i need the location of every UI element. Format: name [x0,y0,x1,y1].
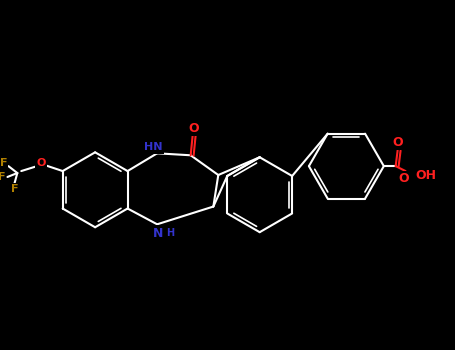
Text: O: O [392,136,403,149]
Text: HN: HN [144,142,162,152]
Text: O: O [188,122,199,135]
Text: O: O [398,173,409,186]
Text: OH: OH [415,169,436,182]
Text: F: F [0,172,5,182]
Text: F: F [0,158,7,168]
Text: N: N [153,227,163,240]
Text: H: H [166,228,174,238]
Text: F: F [10,184,18,194]
Text: O: O [36,158,46,168]
